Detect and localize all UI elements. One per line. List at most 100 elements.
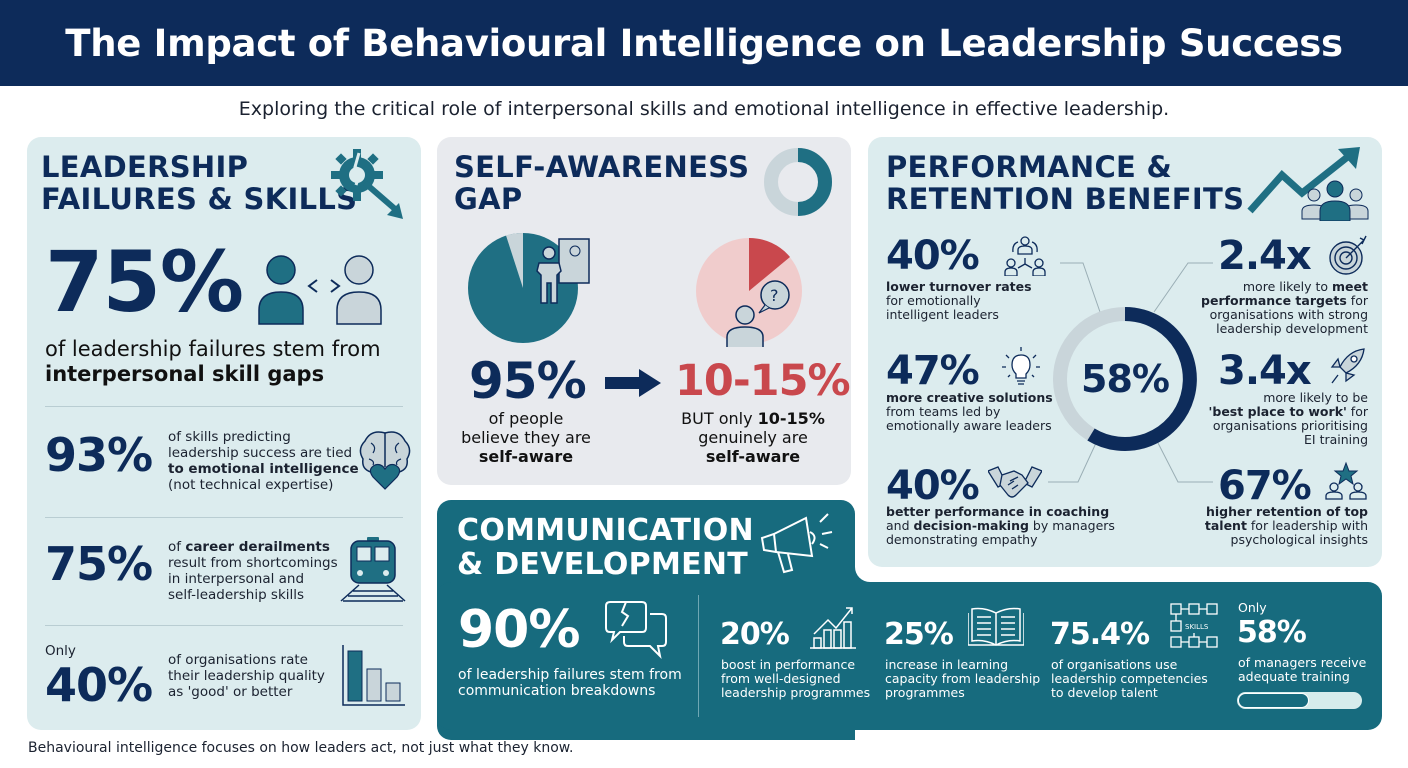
- stat-40-text: of organisations rate their leadership q…: [168, 652, 325, 700]
- comm-75-4-value: 75.4%: [1050, 617, 1150, 652]
- leadership-title-line2: FAILURES & SKILLS: [41, 182, 358, 216]
- stat-line: (not technical expertise): [168, 477, 334, 493]
- leadership-panel: LEADERSHIP FAILURES & SKILLS 75% of lead…: [27, 137, 421, 730]
- divider: [45, 406, 403, 407]
- comm-20-value: 20%: [720, 617, 790, 652]
- text-line: organisations prioritising: [1212, 418, 1368, 433]
- text-line: of people: [488, 409, 564, 428]
- stat-line: as 'good' or better: [168, 684, 293, 700]
- text-bold: performance targets: [1201, 293, 1347, 308]
- text-line: capacity from leadership: [885, 671, 1041, 686]
- text-line: of leadership failures stem from: [458, 667, 682, 683]
- leadership-title: LEADERSHIP FAILURES & SKILLS: [41, 151, 357, 215]
- arrow-right-icon: [605, 369, 661, 397]
- open-book-icon: [968, 607, 1024, 646]
- broken-gear-arrow-icon: [331, 149, 403, 219]
- brain-heart-icon: [359, 431, 411, 490]
- text-bold: decision-making: [913, 518, 1029, 533]
- page-subtitle: Exploring the critical role of interpers…: [238, 98, 1170, 120]
- megaphone-icon: [760, 513, 833, 574]
- person-question-icon: ?: [726, 280, 790, 347]
- text-line: psychological insights: [1230, 532, 1368, 547]
- vertical-divider: [698, 595, 699, 717]
- two-people-exchange-icon: [258, 255, 382, 325]
- panel-corner: [855, 567, 885, 582]
- stat-93-text: of skills predicting leadership success …: [168, 429, 359, 493]
- perf-3-4x-text: more likely to be 'best place to work' f…: [1158, 391, 1368, 447]
- donut-chart-58: [1053, 307, 1197, 451]
- stat-line: their leadership quality: [168, 668, 325, 684]
- target-icon: [1329, 235, 1367, 275]
- text-line: to develop talent: [1051, 685, 1158, 700]
- text-line: of managers receive: [1238, 655, 1367, 670]
- divider: [45, 517, 403, 518]
- perf-47-value: 47%: [886, 348, 980, 394]
- text-line: more likely to: [1242, 279, 1333, 294]
- text-line: genuinely are: [698, 428, 808, 447]
- text-bold: 'best place to work': [1208, 404, 1347, 419]
- text-line: adequate training: [1238, 669, 1350, 684]
- perf-2-4x-value: 2.4x: [1218, 233, 1312, 279]
- perf-40-coaching-value: 40%: [886, 463, 980, 509]
- bar-chart-icon: [342, 645, 405, 706]
- training-progress-fill: [1238, 693, 1310, 708]
- divider: [45, 625, 403, 626]
- lightbulb-icon: [1002, 347, 1040, 385]
- perf-67-value: 67%: [1218, 463, 1312, 509]
- header-banner: The Impact of Behavioural Intelligence o…: [0, 0, 1408, 86]
- self-aware-actual-value: 10-15%: [675, 356, 851, 406]
- text-bold: 10-15%: [757, 409, 825, 428]
- comm-20-text: boost in performance from well-designed …: [721, 658, 870, 700]
- text-line: organisations with strong: [1209, 307, 1368, 322]
- svg-text:SKILLS: SKILLS: [1185, 623, 1209, 631]
- performance-panel: PERFORMANCE & RETENTION BENEFITS 58% 40%: [868, 137, 1382, 567]
- stat-line: to emotional intelligence: [168, 461, 359, 477]
- stat-line: result from shortcomings: [168, 555, 338, 571]
- text-line: increase in learning: [885, 657, 1009, 672]
- pie-chart-95-icon: [468, 232, 578, 343]
- comm-58-pre: Only: [1238, 600, 1267, 615]
- self-aware-actual-text: BUT only 10-15% genuinely are self-aware: [673, 409, 833, 466]
- stat-line: of skills predicting: [168, 429, 291, 445]
- text-line: and: [886, 518, 914, 533]
- text-bold: higher retention of top: [1205, 504, 1368, 519]
- self-aware-belief-text: of people believe they are self-aware: [451, 409, 601, 466]
- text-line: for: [1346, 293, 1368, 308]
- text-line: believe they are: [461, 428, 591, 447]
- text-line: intelligent leaders: [886, 307, 999, 322]
- performance-title-line2: RETENTION BENEFITS: [886, 182, 1245, 216]
- broken-speech-bubbles-icon: [605, 601, 667, 660]
- donut-ring-icon: [764, 148, 832, 216]
- handshake-icon: [988, 466, 1042, 498]
- text-line: boost in performance: [721, 657, 856, 672]
- perf-3-4x-value: 3.4x: [1218, 348, 1312, 394]
- comm-58-text: of managers receive adequate training: [1238, 656, 1366, 684]
- self-awareness-title-line2: GAP: [454, 182, 523, 216]
- text-line: communication breakdowns: [458, 683, 656, 699]
- train-icon: [340, 537, 406, 602]
- svg-text:?: ?: [770, 286, 779, 305]
- skills-flowchart-icon: SKILLS: [1170, 603, 1218, 648]
- leadership-hero-line1: of leadership failures stem from: [45, 337, 381, 361]
- pie-chart-10-15-icon: [696, 237, 802, 344]
- comm-58-value: 58%: [1237, 615, 1307, 650]
- text-line: emotionally aware leaders: [886, 418, 1052, 433]
- perf-40-turnover-text: lower turnover rates for emotionally int…: [886, 280, 1032, 322]
- leadership-title-line1: LEADERSHIP: [41, 150, 249, 184]
- text-line: programmes: [885, 685, 965, 700]
- center-value: 58%: [1081, 357, 1170, 401]
- page-title: The Impact of Behavioural Intelligence o…: [65, 21, 1343, 65]
- person-mirror-icon: [536, 238, 590, 304]
- text-line: leadership programmes: [721, 685, 871, 700]
- text-bold: talent: [1204, 518, 1247, 533]
- leadership-hero-value: 75%: [45, 233, 244, 331]
- comm-90-value: 90%: [458, 600, 580, 660]
- connector-lines: [1048, 262, 1213, 483]
- text-line: leadership development: [1216, 321, 1368, 336]
- text-line: for leadership with: [1246, 518, 1368, 533]
- text-line: for: [1346, 404, 1368, 419]
- text-line: EI training: [1304, 432, 1368, 447]
- text-bold: lower turnover rates: [886, 279, 1032, 294]
- text-line: by managers: [1028, 518, 1115, 533]
- text-line: self-aware: [478, 447, 574, 466]
